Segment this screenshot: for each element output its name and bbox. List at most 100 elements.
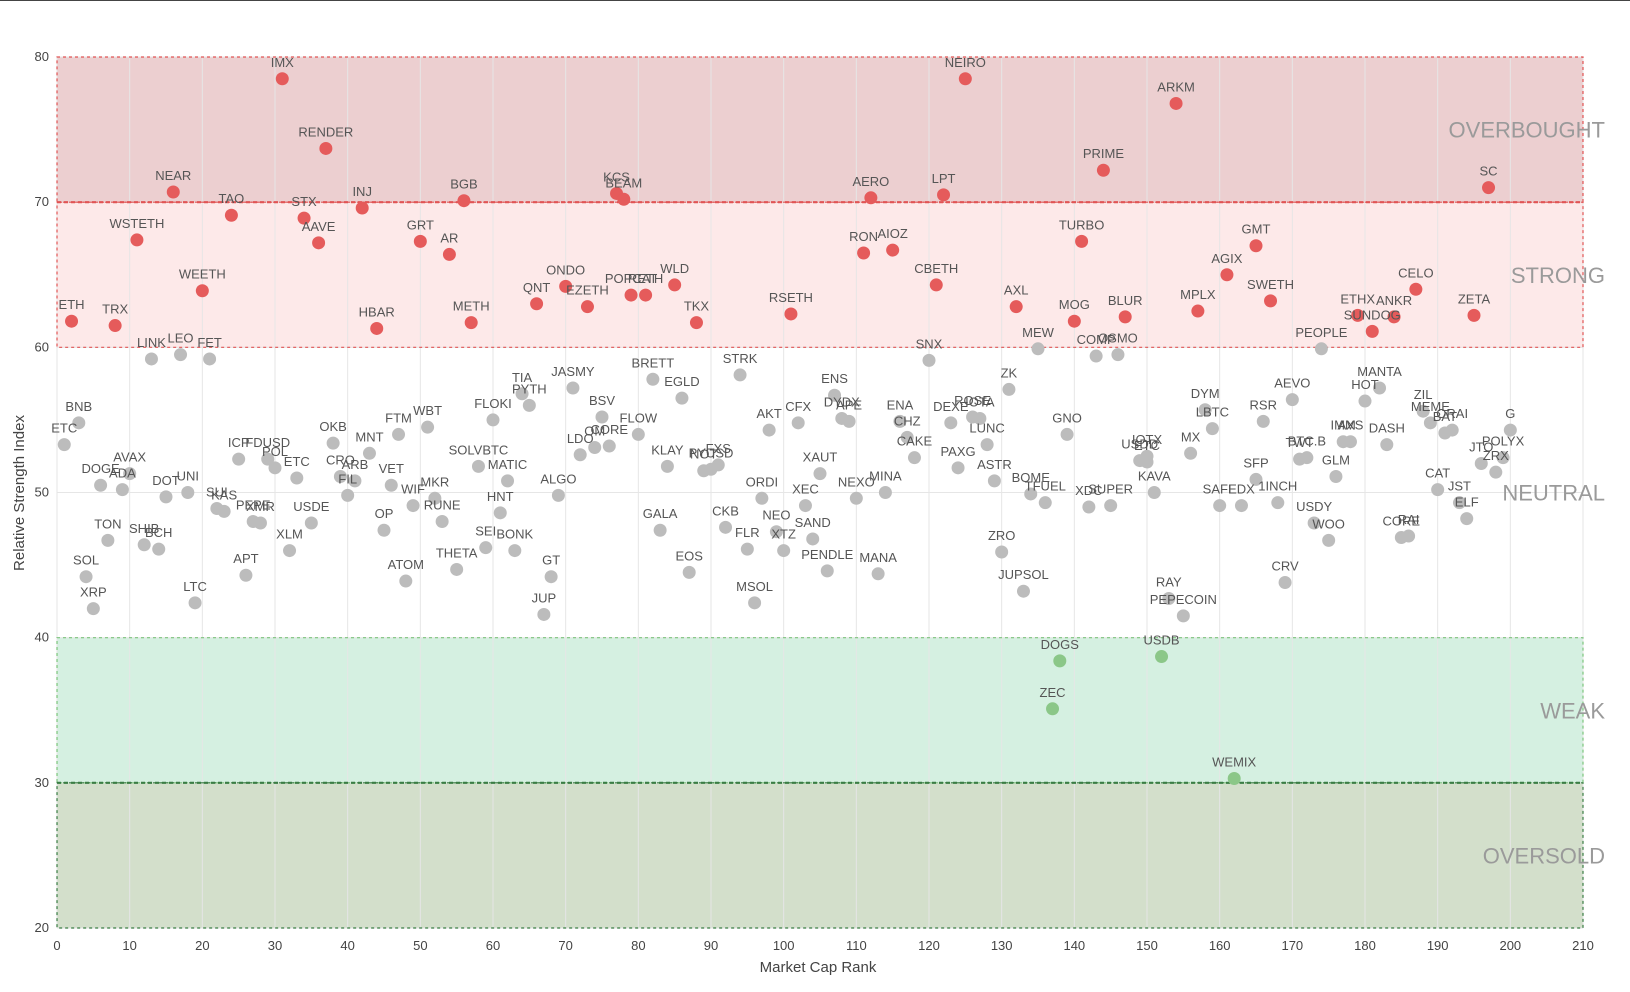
point-etc — [57, 438, 71, 452]
point-label-flr: FLR — [735, 525, 760, 540]
point-label-dot: DOT — [152, 473, 180, 488]
point-tao — [224, 208, 238, 222]
zone-band-weak — [57, 637, 1583, 783]
point-lpt — [937, 188, 951, 202]
point-label-cat: CAT — [1425, 466, 1450, 481]
point-qnt — [530, 297, 544, 311]
point-label-matic: MATIC — [488, 457, 527, 472]
point-beam — [617, 192, 631, 206]
point-label-wemix: WEMIX — [1212, 754, 1256, 769]
point-aave — [312, 236, 326, 250]
point-label-nexo: NEXO — [838, 474, 875, 489]
data-points: IMX NEIRO ARKM RENDER PRIME SC NEAR TAO STX INJ BG… — [51, 55, 1525, 785]
point-axl — [1009, 300, 1023, 314]
point-ape — [842, 414, 856, 428]
point-label-grt: GRT — [407, 217, 434, 232]
point-rsr — [1256, 414, 1270, 428]
point-label-cro: CRO — [326, 453, 355, 468]
point-label-meth: METH — [453, 299, 490, 314]
point-zk — [1002, 382, 1016, 396]
point-jst — [1452, 496, 1466, 510]
point-flow — [631, 427, 645, 441]
point-mnt — [362, 446, 376, 460]
point-label-crv: CRV — [1271, 559, 1299, 574]
point-elf — [1460, 512, 1474, 526]
point-label-imm: IMM — [1331, 418, 1356, 433]
point-label-bat: BAT — [1433, 409, 1457, 424]
point-woo — [1322, 533, 1336, 547]
point-label-arb: ARB — [342, 457, 369, 472]
point-chz — [900, 430, 914, 444]
point-label-trx: TRX — [102, 302, 128, 317]
y-tick-label: 80 — [35, 49, 49, 64]
point-fdusd — [261, 452, 275, 466]
point-label-uni: UNI — [177, 469, 199, 484]
point-arkm — [1169, 96, 1183, 110]
point-celo — [1409, 282, 1423, 296]
point-jupsol — [1016, 584, 1030, 598]
point-arb — [348, 474, 362, 488]
y-tick-label: 30 — [35, 775, 49, 790]
point-safe — [1213, 499, 1227, 513]
point-label-super: SUPER — [1088, 482, 1133, 497]
point-label-weeth: WEETH — [179, 267, 226, 282]
point-wbt — [421, 420, 435, 434]
point-xtz — [777, 544, 791, 558]
point-ondo — [559, 279, 573, 293]
y-axis-title: Relative Strength Index — [11, 415, 28, 571]
point-label-tfuel: TFUEL — [1025, 479, 1066, 494]
x-tick-label: 180 — [1354, 938, 1376, 953]
point-ezeth — [580, 300, 594, 314]
x-axis-title: Market Cap Rank — [760, 959, 877, 976]
point-label-xtz: XTZ — [771, 527, 796, 542]
point-label-rseth: RSETH — [769, 290, 813, 305]
point-core — [602, 439, 616, 453]
point-dash — [1380, 438, 1394, 452]
point-label-doge: DOGE — [81, 461, 120, 476]
point-label-bnb: BNB — [65, 399, 92, 414]
point-inj — [355, 201, 369, 215]
point-label-ftm: FTM — [385, 410, 412, 425]
point-label-avax: AVAX — [113, 450, 146, 465]
point-ada — [115, 483, 129, 497]
point-label-msol: MSOL — [736, 579, 773, 594]
point-bch — [152, 542, 166, 556]
point-label-core: CORE — [590, 422, 628, 437]
y-tick-label: 50 — [35, 485, 49, 500]
x-tick-label: 140 — [1063, 938, 1085, 953]
point-fet — [203, 352, 217, 366]
point-jasmy — [566, 381, 580, 395]
point-ckb — [719, 520, 733, 534]
point-label-leo: LEO — [168, 331, 194, 346]
point-pyusd — [704, 462, 718, 476]
point-sweth — [1264, 294, 1278, 308]
point-label-flow: FLOW — [620, 410, 658, 425]
point-bome — [1024, 487, 1038, 501]
point-label-xec: XEC — [792, 482, 819, 497]
point-label-people: PEOPLE — [1295, 325, 1347, 340]
point-ena — [893, 414, 907, 428]
point-label-wsteth: WSTETH — [109, 216, 164, 231]
point-label-neiro: NEIRO — [945, 55, 986, 70]
x-tick-label: 190 — [1427, 938, 1449, 953]
zone-band-strong — [57, 202, 1583, 348]
point-polyx — [1496, 451, 1510, 465]
point-sand — [806, 532, 820, 546]
point-label-cfx: CFX — [785, 399, 811, 414]
point-label-pyusd: PYUSD — [689, 445, 734, 460]
point-label-shib: SHIB — [129, 521, 159, 536]
point-imm — [1336, 435, 1350, 449]
point-label-xlm: XLM — [276, 527, 303, 542]
x-tick-label: 170 — [1281, 938, 1303, 953]
point-usdy — [1307, 516, 1321, 530]
point-people — [1314, 342, 1328, 356]
point-nexo — [849, 491, 863, 505]
point-label-gno: GNO — [1052, 410, 1082, 425]
point-label-eth: ETH — [59, 297, 85, 312]
point-label-sei: SEI — [475, 524, 496, 539]
point-label-brett: BRETT — [632, 355, 675, 370]
point-label-axl: AXL — [1004, 283, 1029, 298]
point-egld — [675, 391, 689, 405]
point-label-gmt: GMT — [1242, 222, 1271, 237]
point-label-sui: SUI — [206, 484, 228, 499]
